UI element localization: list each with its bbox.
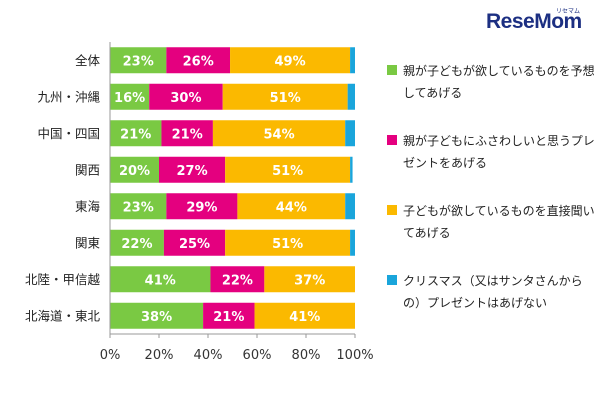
data-label: 27% [177, 164, 208, 179]
bar-segment [161, 120, 213, 147]
x-tick-label: 20% [145, 348, 174, 363]
resemom-logo-sub: リセマム [556, 8, 581, 15]
legend-label: 親が子どもにふさわしいと思うプレゼントをあげる [403, 134, 595, 170]
x-tick-label: 0% [100, 348, 121, 363]
bar-segment [110, 156, 159, 183]
legend-swatch [387, 135, 397, 145]
category-label: 九州・沖縄 [37, 89, 100, 104]
data-label: 44% [276, 200, 307, 215]
category-label: 北海道・東北 [25, 308, 101, 323]
bar-segment [166, 193, 238, 220]
category-label: 関西 [75, 162, 100, 177]
bar-segment [110, 229, 164, 256]
data-label: 22% [121, 237, 152, 252]
data-label: 16% [114, 91, 145, 106]
category-label: 北陸・甲信越 [25, 272, 101, 287]
bar-segment [203, 302, 255, 329]
data-label: 51% [270, 91, 301, 106]
category-label: 全体 [75, 53, 101, 68]
bar-segment [159, 156, 226, 183]
bar-segment [210, 266, 265, 293]
legend-label: 子どもが欲しているものを直接聞いてあげる [403, 204, 595, 240]
x-tick-label: 80% [292, 348, 321, 363]
bar-segment [237, 193, 346, 220]
bar-segment [212, 120, 346, 147]
legend-label: 親が子どもが欲しているものを予想してあげる [403, 64, 595, 100]
bar-segment [166, 47, 231, 74]
bar-segment [264, 266, 355, 293]
category-label: 関東 [75, 235, 101, 250]
data-label: 26% [183, 54, 214, 69]
bar-segment [350, 156, 353, 183]
data-label: 21% [172, 127, 203, 142]
bar-segment [110, 120, 162, 147]
data-label: 51% [272, 164, 303, 179]
bar-segment [230, 47, 351, 74]
data-label: 21% [120, 127, 151, 142]
legend-swatch [387, 65, 397, 75]
legend-label: クリスマス（又はサンタさんからの）プレゼントはあげない [403, 274, 583, 310]
x-tick-label: 100% [336, 348, 373, 363]
data-label: 21% [213, 310, 244, 325]
data-label: 54% [263, 127, 294, 142]
data-label: 22% [222, 273, 253, 288]
bar-segment [350, 229, 355, 256]
bar-segment [149, 83, 223, 110]
bar-segment [345, 193, 355, 220]
data-label: 29% [186, 200, 217, 215]
bar-segment [110, 302, 204, 329]
data-label: 51% [272, 237, 303, 252]
data-label: 38% [141, 310, 172, 325]
data-label: 37% [294, 273, 325, 288]
data-label: 23% [123, 54, 154, 69]
x-tick-label: 60% [243, 348, 272, 363]
data-label: 25% [179, 237, 210, 252]
bar-segment [225, 156, 351, 183]
resemom-logo: ReseMom [486, 10, 582, 33]
legend-swatch [387, 275, 397, 285]
bar-segment [110, 47, 167, 74]
bar-segment [345, 120, 355, 147]
data-label: 30% [170, 91, 201, 106]
data-label: 23% [123, 200, 154, 215]
data-label: 41% [145, 273, 176, 288]
data-label: 41% [289, 310, 320, 325]
data-label: 49% [275, 54, 306, 69]
category-label: 東海 [75, 199, 101, 214]
bar-segment [110, 193, 167, 220]
data-label: 20% [119, 164, 150, 179]
x-tick-label: 40% [194, 348, 223, 363]
bar-segment [350, 47, 355, 74]
legend-swatch [387, 205, 397, 215]
bar-segment [110, 83, 150, 110]
bar-segment [110, 266, 211, 293]
bar-segment [163, 229, 226, 256]
bar-segment [225, 229, 351, 256]
bar-segment [347, 83, 355, 110]
bar-segment [222, 83, 348, 110]
category-label: 中国・四国 [37, 126, 100, 141]
bar-segment [254, 302, 355, 329]
